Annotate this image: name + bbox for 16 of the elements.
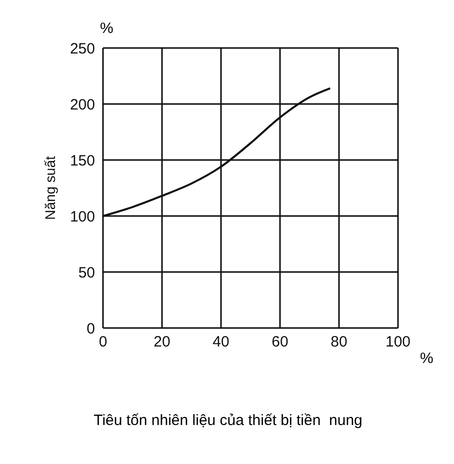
x-tick-label: 60 — [272, 334, 288, 351]
text: % — [100, 20, 114, 37]
y-axis-title: Năng suất — [42, 156, 58, 220]
x-tick-label: 80 — [330, 334, 348, 351]
x-axis-title: Tiêu tốn nhiên liệu của thiết bị tiền nung — [92, 412, 364, 429]
y-tick-label: 250 — [70, 40, 95, 58]
x-tick-label: 0 — [98, 334, 108, 351]
text: % — [420, 350, 434, 367]
y-tick-label: 100 — [70, 208, 95, 226]
x-tick-label: 100 — [385, 334, 411, 351]
x-tick-label: 20 — [154, 334, 170, 351]
y-tick-label: 200 — [70, 96, 95, 114]
y-tick-label: 0 — [86, 320, 95, 338]
y-tick-label: 50 — [78, 264, 95, 282]
x-tick-label: 40 — [212, 334, 230, 351]
y-tick-label: 150 — [70, 152, 95, 170]
